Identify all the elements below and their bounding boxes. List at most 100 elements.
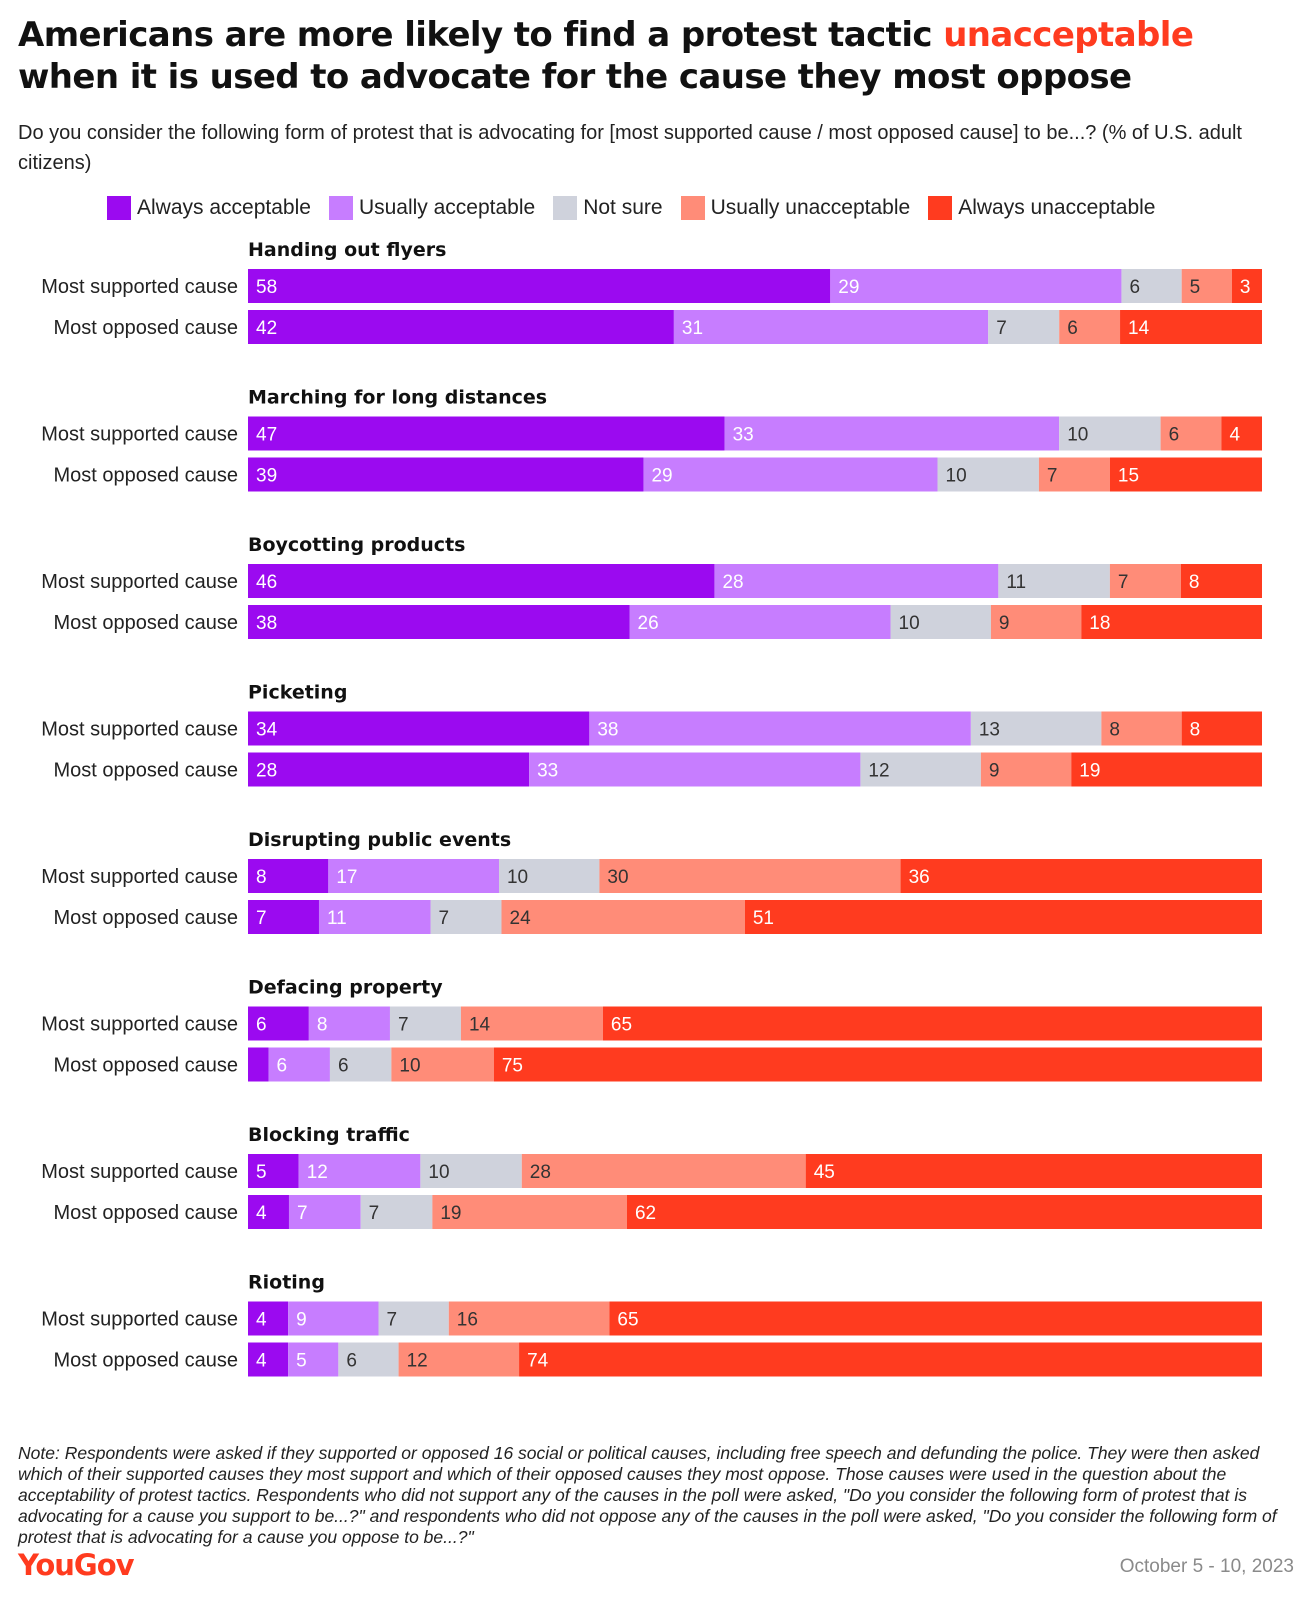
bar-segment bbox=[248, 269, 831, 303]
bar-segment bbox=[1101, 711, 1182, 746]
bar-value-label: 10 bbox=[507, 867, 528, 888]
bar-segment bbox=[248, 711, 590, 746]
footnote: Note: Respondents were asked if they sup… bbox=[18, 1443, 1277, 1547]
bar-value-label: 12 bbox=[307, 1162, 328, 1183]
tactic-title: Blocking traffic bbox=[248, 1124, 410, 1146]
bar-segment bbox=[288, 1301, 379, 1336]
bar-segment bbox=[448, 1301, 610, 1336]
bar-segment bbox=[248, 1047, 269, 1082]
bar-segment bbox=[248, 1301, 289, 1336]
bar-value-label: 5 bbox=[296, 1351, 307, 1372]
bar-segment bbox=[860, 752, 981, 787]
bar-value-label: 7 bbox=[369, 1203, 380, 1224]
bar-value-label: 7 bbox=[439, 908, 450, 929]
bar-value-label: 14 bbox=[1128, 318, 1150, 339]
bar-segment bbox=[308, 1006, 390, 1041]
bar-value-label: 42 bbox=[256, 318, 277, 339]
bar-segment bbox=[430, 900, 502, 934]
bar-segment bbox=[529, 752, 861, 787]
bar-value-label: 9 bbox=[296, 1310, 307, 1331]
bar-segment bbox=[248, 859, 329, 893]
legend-item: Usually unacceptable bbox=[680, 196, 910, 220]
bar-value-label: 6 bbox=[1067, 318, 1078, 339]
bar-value-label: 7 bbox=[297, 1203, 308, 1224]
tactic-group: Disrupting public events Most supported c… bbox=[41, 829, 1262, 934]
bar-value-label: 5 bbox=[1190, 277, 1201, 298]
bar-segment bbox=[329, 1047, 392, 1082]
bar-segment bbox=[1120, 310, 1262, 344]
bar-segment bbox=[318, 900, 431, 934]
bar-value-label: 10 bbox=[399, 1056, 420, 1077]
bar-segment bbox=[1038, 457, 1110, 492]
bar-value-label: 9 bbox=[999, 613, 1010, 634]
bar-value-label: 46 bbox=[256, 572, 277, 593]
bar-value-label: 8 bbox=[256, 867, 267, 888]
tactic-title: Boycotting products bbox=[248, 534, 465, 556]
survey-date: October 5 - 10, 2023 bbox=[1119, 1556, 1294, 1577]
bar-value-label: 6 bbox=[1129, 277, 1140, 298]
bar-segment bbox=[1109, 457, 1262, 492]
row-label: Most opposed cause bbox=[53, 1055, 238, 1077]
row-label: Most opposed cause bbox=[53, 907, 238, 929]
bar-value-label: 33 bbox=[733, 425, 754, 446]
bar-segment bbox=[1221, 416, 1262, 451]
bar-value-label: 38 bbox=[597, 720, 618, 741]
bar-value-label: 8 bbox=[1109, 720, 1120, 741]
bar-value-label: 10 bbox=[1067, 425, 1088, 446]
row-label: Most supported cause bbox=[41, 1161, 238, 1183]
bar-segment bbox=[493, 1047, 1262, 1082]
tactic-title: Rioting bbox=[248, 1272, 325, 1294]
bar-value-label: 7 bbox=[256, 908, 267, 929]
title-highlight: unacceptable bbox=[943, 15, 1194, 55]
bar-segment bbox=[629, 605, 891, 639]
bar-value-label: 30 bbox=[607, 867, 628, 888]
row-label: Most opposed cause bbox=[53, 465, 238, 487]
bar-segment bbox=[432, 1195, 627, 1229]
bar-segment bbox=[521, 1154, 806, 1188]
row-label: Most supported cause bbox=[41, 866, 238, 888]
row-label: Most opposed cause bbox=[53, 1202, 238, 1224]
bar-value-label: 36 bbox=[909, 867, 930, 888]
bar-segment bbox=[626, 1195, 1262, 1229]
bar-value-label: 11 bbox=[1006, 572, 1026, 593]
bar-segment bbox=[998, 564, 1110, 598]
tactic-title: Defacing property bbox=[248, 977, 443, 999]
bar-value-label: 15 bbox=[1118, 466, 1139, 487]
legend-label: Not sure bbox=[583, 196, 663, 219]
bar-segment bbox=[937, 457, 1039, 492]
bar-segment bbox=[248, 416, 725, 451]
bar-segment bbox=[248, 1154, 299, 1188]
tactic-title: Disrupting public events bbox=[248, 829, 511, 851]
bar-value-label: 11 bbox=[327, 908, 347, 929]
bar-segment bbox=[609, 1301, 1262, 1336]
bar-value-label: 4 bbox=[1229, 425, 1240, 446]
bar-segment bbox=[1071, 752, 1262, 787]
bar-segment bbox=[378, 1301, 449, 1336]
bar-value-label: 8 bbox=[1189, 572, 1200, 593]
legend: Always acceptable Usually acceptable Not s… bbox=[107, 195, 1174, 221]
bar-segment bbox=[1180, 564, 1262, 598]
bar-segment bbox=[248, 1195, 289, 1229]
bar-value-label: 34 bbox=[256, 720, 278, 741]
bar-value-label: 4 bbox=[256, 1310, 267, 1331]
bar-value-label: 4 bbox=[256, 1351, 267, 1372]
bar-value-label: 62 bbox=[635, 1203, 656, 1224]
legend-item: Usually acceptable bbox=[328, 196, 535, 220]
bar-value-label: 45 bbox=[814, 1162, 835, 1183]
bar-value-label: 7 bbox=[996, 318, 1007, 339]
bar-value-label: 75 bbox=[502, 1056, 523, 1077]
tactic-title: Marching for long distances bbox=[248, 387, 547, 409]
bar-value-label: 58 bbox=[256, 277, 277, 298]
legend-item: Always unacceptable bbox=[928, 196, 1156, 220]
bar-value-label: 33 bbox=[537, 761, 558, 782]
bar-segment bbox=[1231, 269, 1262, 303]
tactic-group: Blocking traffic Most supported cause 5 12 1… bbox=[41, 1124, 1262, 1229]
row-label: Most supported cause bbox=[41, 571, 238, 593]
bar-segment bbox=[900, 859, 1262, 893]
bar-segment bbox=[805, 1154, 1262, 1188]
bar-value-label: 14 bbox=[469, 1015, 491, 1036]
yougov-logo: YouGov bbox=[18, 1548, 135, 1582]
bar-segment bbox=[980, 752, 1072, 787]
tactic-group: Boycotting products Most supported cause 4… bbox=[41, 534, 1262, 639]
